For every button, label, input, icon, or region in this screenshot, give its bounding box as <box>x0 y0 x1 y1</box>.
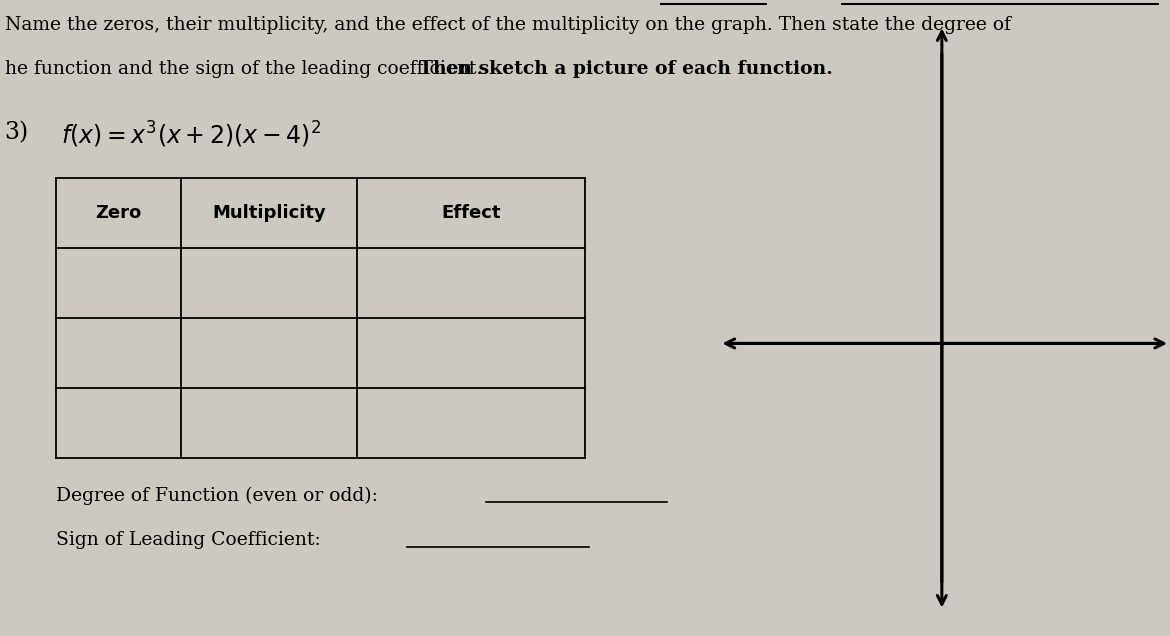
Text: Multiplicity: Multiplicity <box>212 204 326 222</box>
Text: Degree of Function (even or odd):: Degree of Function (even or odd): <box>56 487 378 505</box>
Text: Name the zeros, their multiplicity, and the effect of the multiplicity on the gr: Name the zeros, their multiplicity, and … <box>5 16 1011 34</box>
Text: Sign of Leading Coefficient:: Sign of Leading Coefficient: <box>56 531 321 549</box>
Text: Effect: Effect <box>441 204 501 222</box>
Text: 3): 3) <box>5 121 29 144</box>
Text: Then sketch a picture of each function.: Then sketch a picture of each function. <box>419 60 833 78</box>
Text: Zero: Zero <box>96 204 142 222</box>
Text: $f(x) = x^3(x + 2)(x - 4)^2$: $f(x) = x^3(x + 2)(x - 4)^2$ <box>61 120 321 149</box>
Text: he function and the sign of the leading coefficient.: he function and the sign of the leading … <box>5 60 488 78</box>
